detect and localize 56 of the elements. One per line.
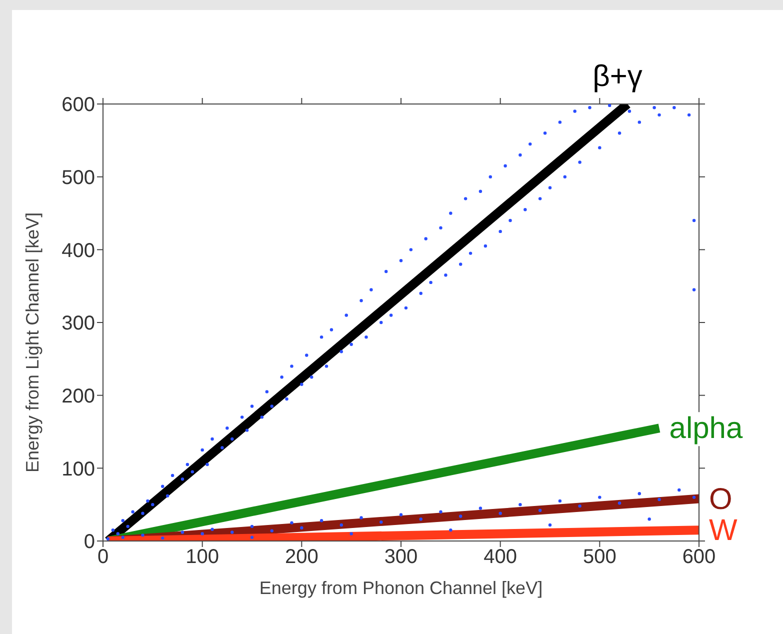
point [360, 516, 363, 520]
annotation: alpha [669, 412, 743, 446]
point [141, 534, 144, 537]
point [380, 520, 383, 524]
point [678, 488, 681, 492]
x-axis-title: Energy from Phonon Channel [keV] [259, 578, 543, 598]
point [518, 502, 522, 506]
point [638, 492, 641, 496]
x-tick-label: 400 [484, 546, 518, 568]
annotation: W [709, 514, 738, 548]
point [498, 512, 502, 515]
point [200, 532, 204, 536]
point [419, 518, 422, 521]
point [478, 506, 482, 510]
point [449, 528, 452, 532]
point [399, 513, 403, 516]
annotation: O [709, 482, 732, 516]
point [558, 499, 562, 503]
y-tick-label: 200 [62, 385, 95, 408]
point [692, 496, 696, 499]
point [230, 530, 234, 534]
point [648, 518, 651, 521]
point [250, 524, 254, 528]
x-tick-label: 600 [682, 546, 716, 568]
y-tick-label: 300 [62, 312, 95, 335]
point [210, 528, 214, 531]
point [439, 510, 442, 514]
point [658, 498, 661, 502]
point [300, 526, 304, 530]
point [538, 508, 542, 512]
point [350, 532, 353, 536]
x-tick-label: 300 [384, 546, 418, 568]
point [578, 504, 582, 508]
x-tick-label: 100 [186, 546, 220, 568]
point [548, 523, 552, 527]
y-tick-label: 0 [84, 531, 95, 554]
y-axis-title: Energy from Light Channel [keV] [22, 212, 42, 472]
point [290, 521, 294, 524]
y-tick-label: 100 [62, 458, 95, 480]
point [598, 496, 602, 499]
point [618, 502, 622, 505]
point [320, 519, 324, 522]
y-tick-label: 400 [62, 240, 95, 262]
x-tick-label: 200 [284, 546, 318, 568]
y-tick-label: 500 [62, 166, 95, 189]
x-tick-label: 500 [582, 546, 616, 568]
point [270, 529, 274, 532]
point [340, 523, 343, 527]
annotation: β+γ [592, 60, 642, 93]
y-tick-label: 600 [62, 94, 95, 116]
point [161, 536, 164, 540]
point [121, 536, 124, 539]
point [459, 514, 462, 518]
point [250, 536, 254, 539]
point [180, 530, 184, 534]
x-tick-label: 0 [97, 546, 109, 568]
